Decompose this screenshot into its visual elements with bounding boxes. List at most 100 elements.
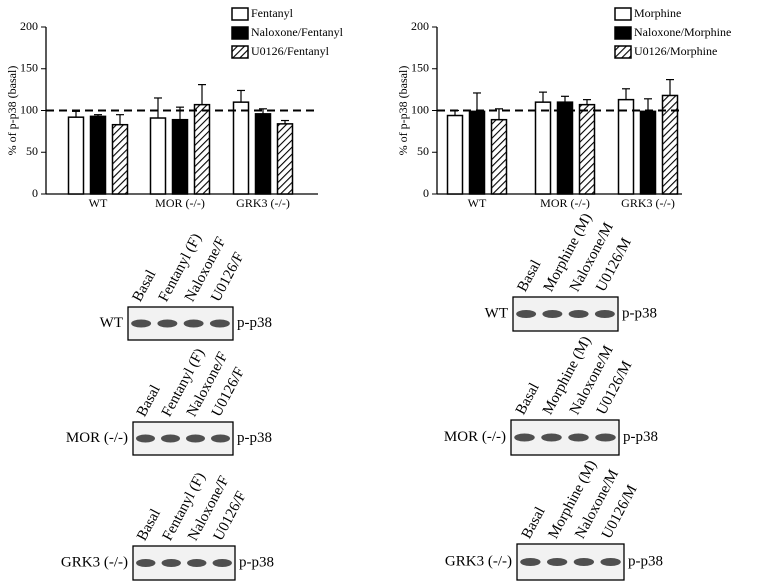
- y-axis-label: % of p-p38 (basal): [396, 66, 410, 156]
- x-tick-label: GRK3 (-/-): [621, 196, 675, 210]
- error-bar: [116, 114, 124, 125]
- blot-band: [157, 319, 178, 328]
- blot-band: [212, 559, 232, 567]
- blot-band: [594, 310, 615, 318]
- legend-label: U0126/Fentanyl: [251, 44, 330, 58]
- bar: [468, 110, 486, 195]
- bar: [149, 117, 167, 195]
- error-bar: [176, 106, 184, 120]
- x-tick-label: GRK3 (-/-): [236, 196, 290, 210]
- y-tick-label: 100: [411, 102, 429, 116]
- bar: [232, 101, 250, 195]
- bar: [67, 116, 85, 195]
- bar: [556, 101, 574, 195]
- bar: [276, 123, 294, 195]
- blot-band: [568, 310, 589, 318]
- blot-band: [516, 310, 537, 318]
- bar: [111, 123, 129, 195]
- blot-band: [161, 559, 181, 567]
- lane-label: Basal: [515, 258, 545, 295]
- legend-label: Naloxone/Morphine: [634, 25, 731, 39]
- bar: [446, 114, 464, 195]
- band-label: p-p38: [628, 553, 663, 569]
- x-tick-label: WT: [89, 196, 108, 210]
- error-bar: [561, 95, 569, 103]
- genotype-label: GRK3 (-/-): [61, 554, 128, 570]
- lane-label: Basal: [513, 381, 543, 418]
- blot-band: [600, 558, 621, 566]
- error-bar: [644, 98, 652, 112]
- blot-band: [520, 558, 541, 566]
- legend-swatch: [614, 7, 632, 21]
- legend-swatch: [614, 45, 632, 59]
- y-tick-label: 0: [32, 186, 38, 200]
- legend-swatch: [231, 26, 249, 40]
- legend-swatch: [231, 45, 249, 59]
- lane-label: Basal: [519, 505, 549, 542]
- legend-label: Morphine: [634, 6, 681, 20]
- bar: [534, 101, 552, 195]
- y-tick-label: 150: [20, 61, 38, 75]
- error-bar: [94, 114, 102, 117]
- error-bar: [539, 91, 547, 103]
- legend-label: U0126/Morphine: [634, 44, 717, 58]
- y-tick-label: 0: [423, 186, 429, 200]
- band-label: p-p38: [622, 305, 657, 321]
- blot-band: [186, 434, 205, 443]
- blot-band: [187, 559, 207, 567]
- lane-label: Basal: [134, 383, 164, 420]
- y-tick-label: 150: [411, 61, 429, 75]
- error-bar: [281, 119, 289, 124]
- blot-band: [211, 434, 230, 443]
- genotype-label: WT: [100, 315, 123, 331]
- error-bar: [237, 89, 245, 103]
- blot-band: [514, 433, 535, 442]
- y-tick-label: 100: [20, 102, 38, 116]
- genotype-label: MOR (-/-): [444, 429, 506, 445]
- error-bar: [583, 99, 591, 105]
- y-tick-label: 50: [417, 144, 429, 158]
- blot-band: [573, 558, 595, 566]
- y-tick-label: 200: [411, 19, 429, 33]
- blot-band: [183, 319, 204, 328]
- y-axis-label: % of p-p38 (basal): [5, 66, 19, 156]
- bar: [578, 103, 596, 195]
- legend-swatch: [231, 7, 249, 21]
- genotype-label: GRK3 (-/-): [445, 553, 512, 569]
- blot-band: [131, 319, 152, 328]
- error-bar: [259, 108, 267, 114]
- bar: [617, 98, 635, 195]
- legend-label: Naloxone/Fentanyl: [251, 25, 344, 39]
- blot-band: [136, 559, 156, 567]
- x-tick-label: MOR (-/-): [155, 196, 205, 210]
- band-label: p-p38: [239, 554, 274, 570]
- genotype-label: MOR (-/-): [66, 430, 128, 446]
- x-tick-label: MOR (-/-): [540, 196, 590, 210]
- bar: [193, 103, 211, 195]
- error-bar: [72, 110, 80, 118]
- legend-label: Fentanyl: [251, 6, 294, 20]
- band-label: p-p38: [623, 429, 658, 445]
- error-bar: [666, 79, 674, 96]
- error-bar: [622, 88, 630, 100]
- bar: [171, 118, 189, 195]
- error-bar: [473, 92, 481, 112]
- blot-band: [136, 434, 155, 443]
- bar: [639, 110, 657, 195]
- band-label: p-p38: [237, 430, 272, 446]
- x-tick-label: WT: [468, 196, 487, 210]
- blot-band: [542, 310, 563, 318]
- blot-band: [595, 433, 616, 442]
- y-tick-label: 200: [20, 19, 38, 33]
- bar: [254, 113, 272, 195]
- blot-band: [568, 433, 589, 442]
- blot-band: [541, 433, 562, 442]
- genotype-label: WT: [485, 305, 508, 321]
- error-bar: [198, 84, 206, 105]
- error-bar: [495, 108, 503, 120]
- lane-label: Basal: [130, 268, 160, 305]
- error-bar: [154, 97, 162, 119]
- bar: [89, 115, 107, 195]
- blot-band: [209, 319, 230, 328]
